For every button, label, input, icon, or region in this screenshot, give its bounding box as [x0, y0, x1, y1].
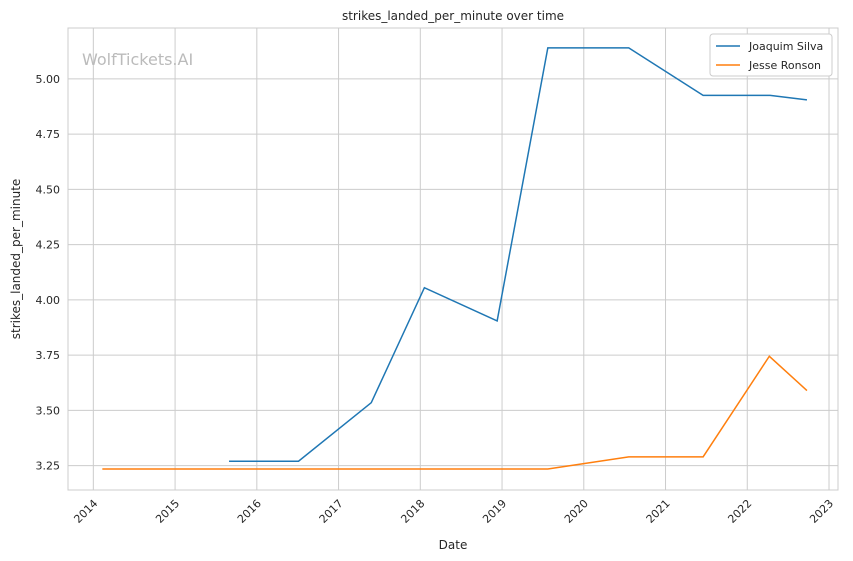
legend: Joaquim Silva Jesse Ronson	[709, 33, 833, 77]
x-tick-label: 2021	[644, 497, 673, 526]
plot-frame	[67, 27, 839, 491]
x-tick-label: 2020	[562, 497, 591, 526]
y-tick-label: 3.25	[36, 460, 61, 473]
x-tick-label: 2019	[480, 497, 509, 526]
legend-label: Jesse Ronson	[748, 59, 821, 72]
x-tick-label: 2023	[807, 497, 836, 526]
x-tick-label: 2016	[235, 497, 264, 526]
y-tick-label: 4.75	[36, 128, 61, 141]
x-tick-label: 2018	[398, 497, 427, 526]
x-tick-label: 2022	[725, 497, 754, 526]
y-tick-label: 5.00	[36, 73, 61, 86]
y-tick-label: 3.75	[36, 349, 61, 362]
legend-label: Joaquim Silva	[748, 40, 823, 53]
grid	[68, 28, 838, 490]
legend-box	[709, 33, 833, 77]
chart-title: strikes_landed_per_minute over time	[342, 9, 564, 23]
x-axis-label: Date	[439, 538, 468, 552]
x-tick-label: 2015	[153, 497, 182, 526]
y-tick-label: 4.50	[36, 183, 61, 196]
series-line-joaquim-silva	[229, 47, 808, 463]
x-tick-label: 2014	[71, 497, 100, 526]
y-tick-label: 3.50	[36, 404, 61, 417]
y-tick-label: 4.25	[36, 239, 61, 252]
y-tick-label: 4.00	[36, 294, 61, 307]
watermark: WolfTickets.AI	[82, 50, 193, 69]
series-line-jesse-ronson	[102, 355, 808, 470]
x-tick-label: 2017	[317, 497, 346, 526]
y-axis-label: strikes_landed_per_minute	[9, 179, 23, 340]
